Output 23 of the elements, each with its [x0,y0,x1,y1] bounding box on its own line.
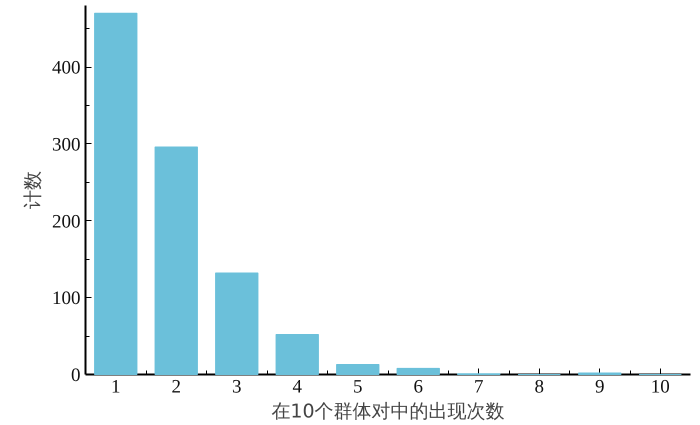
x-tick-label: 2 [172,376,181,398]
bar [154,146,198,375]
bar [94,12,138,375]
x-tick-label: 6 [414,376,423,398]
x-tick-label: 5 [353,376,362,398]
y-tick-label: 400 [52,58,80,78]
y-tick-label: 100 [52,288,80,310]
y-tick-label: 0 [71,365,80,386]
x-tick-label: 4 [292,376,302,398]
x-tick-label: 9 [595,376,604,398]
x-tick-label: 3 [232,376,242,398]
y-tick-label: 200 [52,211,80,232]
bar [396,368,440,375]
x-axis-title: 在10个群体对中的出现次数 [271,400,505,422]
x-tick-label: 1 [111,376,120,398]
bar [215,272,258,375]
x-tick-label: 7 [474,376,484,398]
x-tick-label: 8 [534,376,544,398]
bar [276,334,319,375]
bar [336,364,380,375]
y-tick-label: 300 [52,134,80,156]
x-tick-label: 10 [650,376,670,398]
y-axis-title: 计数 [22,171,44,209]
